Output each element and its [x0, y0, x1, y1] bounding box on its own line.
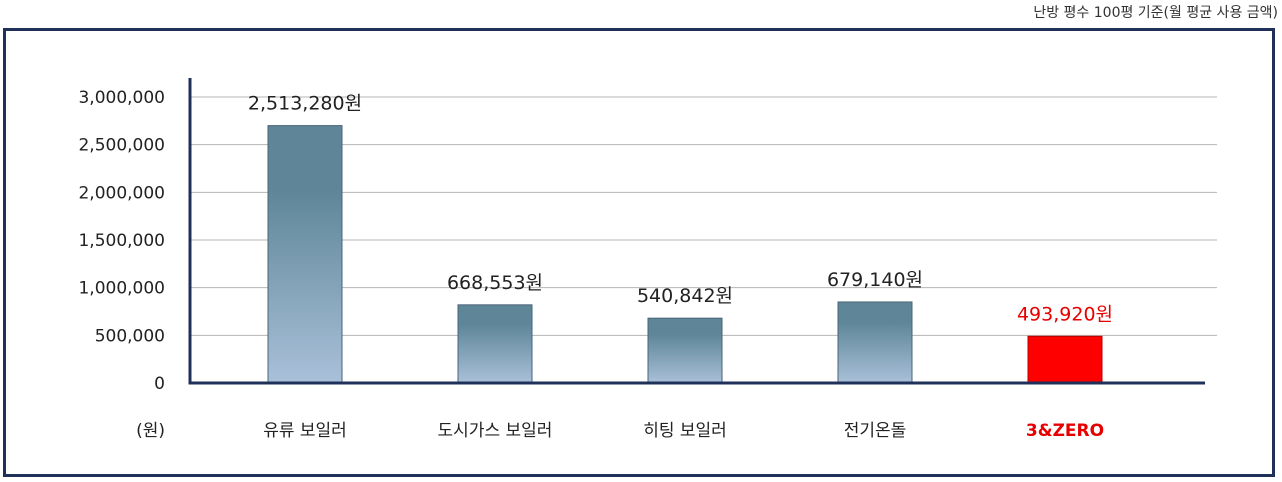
y-tick-label: 500,000 — [95, 326, 165, 346]
data-label: 679,140원 — [827, 269, 923, 291]
chart-frame — [3, 28, 1275, 477]
y-tick-label: 1,500,000 — [78, 231, 165, 251]
bar-5 — [1027, 335, 1103, 384]
y-tick-label: 3,000,000 — [78, 88, 165, 108]
bar-4 — [837, 301, 913, 384]
data-label: 2,513,280원 — [248, 93, 362, 115]
x-tick-label: 유류 보일러 — [263, 421, 347, 441]
x-tick-label: 히팅 보일러 — [643, 421, 727, 441]
x-tick-label: 도시가스 보일러 — [438, 421, 553, 441]
y-tick-label: 1,000,000 — [78, 279, 165, 299]
chart-note: 난방 평수 100평 기준(월 평균 사용 금액) — [1033, 5, 1278, 21]
data-label: 540,842원 — [637, 285, 733, 307]
bar-3 — [647, 317, 723, 384]
y-tick-label: 0 — [154, 374, 165, 394]
data-label: 493,920원 — [1017, 303, 1113, 325]
data-label: 668,553원 — [447, 272, 543, 294]
y-unit-label: (원) — [136, 421, 165, 441]
y-tick-label: 2,500,000 — [78, 136, 165, 156]
bar-2 — [457, 304, 533, 384]
y-tick-label: 2,000,000 — [78, 183, 165, 203]
x-tick-label: 전기온돌 — [844, 421, 907, 441]
x-tick-label: 3&ZERO — [1026, 421, 1104, 441]
bar-1 — [267, 125, 343, 384]
